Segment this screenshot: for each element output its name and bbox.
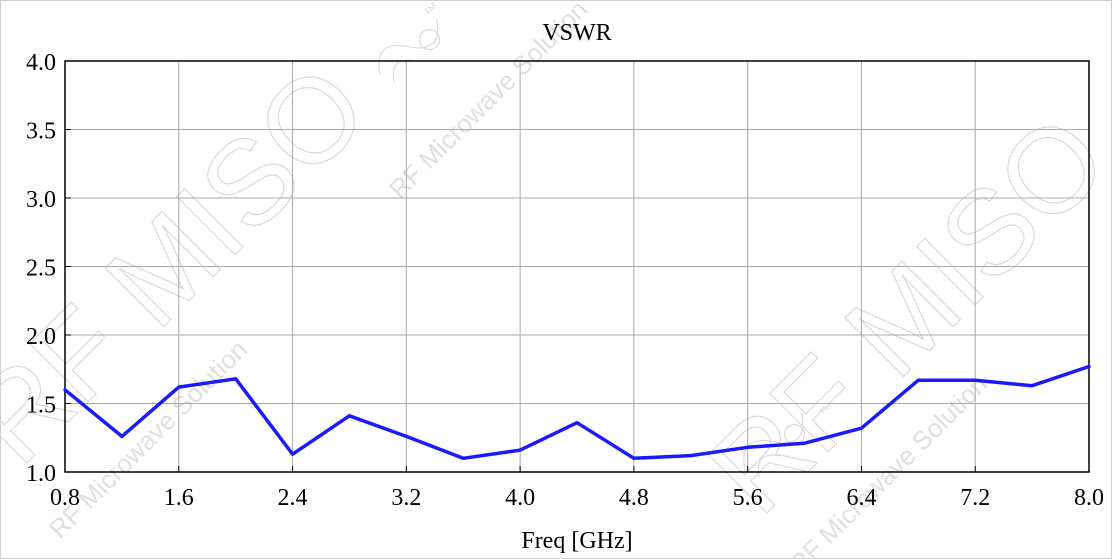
x-tick-label: 7.2 xyxy=(960,485,990,511)
watermark-trademark-top: ™ xyxy=(421,0,444,23)
y-tick-label: 2.5 xyxy=(26,256,56,282)
x-tick-label: 2.4 xyxy=(278,485,308,511)
x-tick-label: 4.8 xyxy=(619,485,649,511)
x-tick-label: 8.0 xyxy=(1074,485,1104,511)
y-tick-label: 3.0 xyxy=(26,187,56,213)
x-tick-label: 1.6 xyxy=(164,485,194,511)
x-tick-label: 3.2 xyxy=(391,485,421,511)
x-tick-label: 6.4 xyxy=(846,485,876,511)
plot-frame xyxy=(64,60,1090,473)
x-tick-label: 4.0 xyxy=(505,485,535,511)
series-layer xyxy=(63,364,1091,461)
chart-title: VSWR xyxy=(542,20,611,46)
y-tick-label: 1.5 xyxy=(26,393,56,419)
axes: 0.8 1.6 2.4 3.2 4.0 4.8 5.6 6.4 7.2 8.0 1.0 1.5 2.0 2… xyxy=(26,50,1104,511)
y-tick-label: 3.5 xyxy=(26,119,56,145)
y-tick-label: 4.0 xyxy=(26,50,56,76)
y-tick-label: 1.0 xyxy=(26,461,56,487)
vswr-series-line xyxy=(63,364,1091,461)
y-tick-label: 2.0 xyxy=(26,324,56,350)
x-tick-label: 5.6 xyxy=(733,485,763,511)
x-axis-label: Freq [GHz] xyxy=(521,528,632,554)
x-tick-label: 0.8 xyxy=(50,485,80,511)
